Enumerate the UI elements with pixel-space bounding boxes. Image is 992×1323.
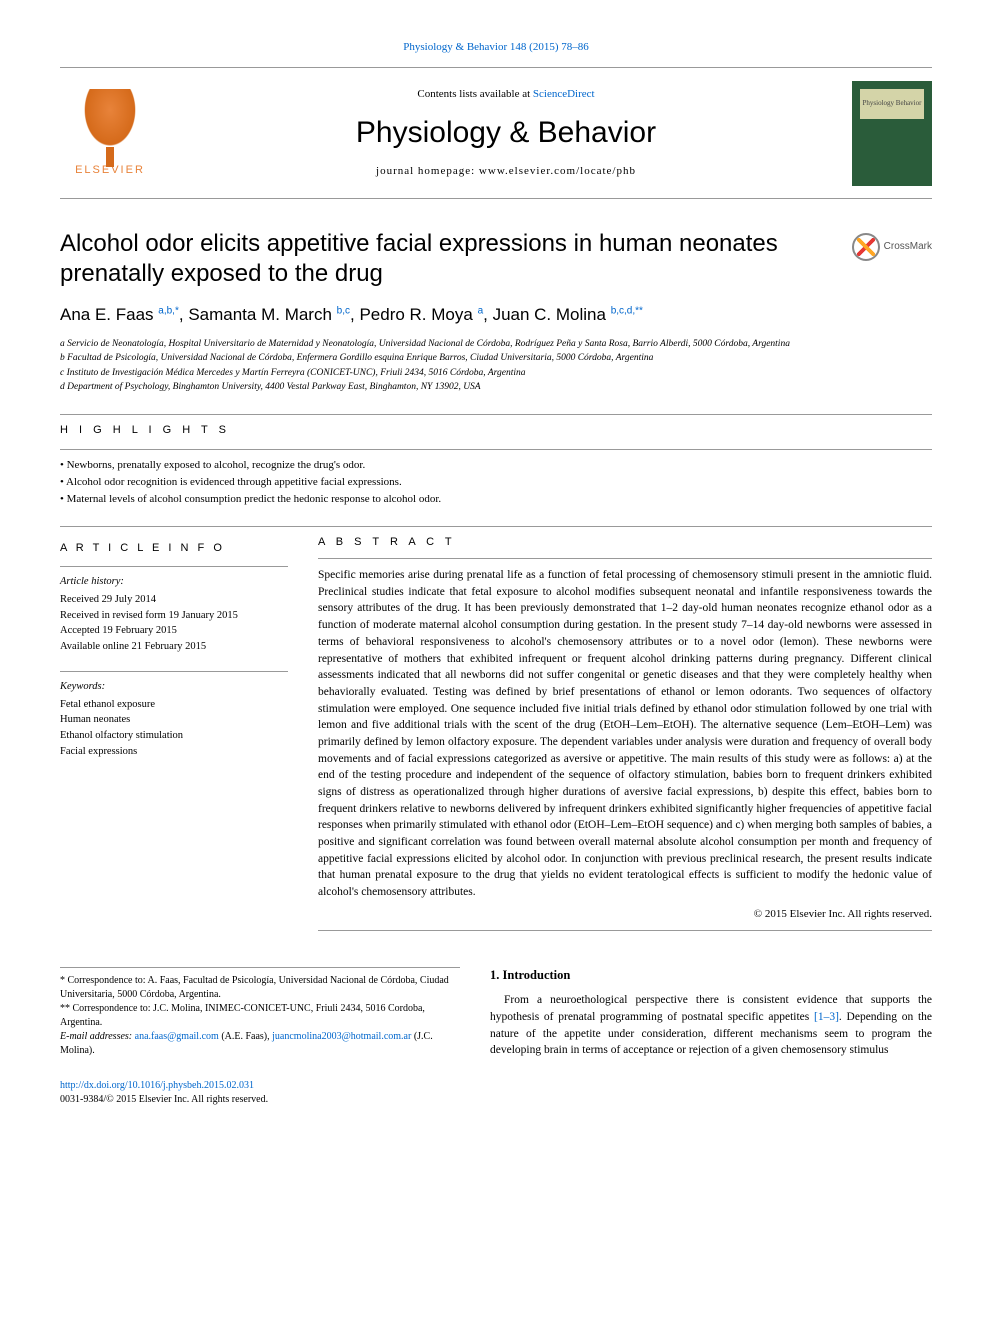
citation-link[interactable]: [1–3] <box>814 1011 839 1023</box>
article-history: Article history: Received 29 July 2014 R… <box>60 575 288 655</box>
affiliation-c: c Instituto de Investigación Médica Merc… <box>60 366 932 380</box>
keyword: Ethanol olfactory stimulation <box>60 728 288 744</box>
history-line: Received in revised form 19 January 2015 <box>60 608 288 624</box>
journal-citation: Physiology & Behavior 148 (2015) 78–86 <box>60 40 932 55</box>
article-title: Alcohol odor elicits appetitive facial e… <box>60 229 820 289</box>
keywords: Keywords: Fetal ethanol exposure Human n… <box>60 680 288 760</box>
history-line: Received 29 July 2014 <box>60 592 288 608</box>
elsevier-logo[interactable]: ELSEVIER <box>60 78 160 188</box>
info-abstract-row: A R T I C L E I N F O Article history: R… <box>60 535 932 939</box>
highlights: Newborns, prenatally exposed to alcohol,… <box>60 458 932 508</box>
intro-row: * Correspondence to: A. Faas, Facultad d… <box>60 967 932 1059</box>
highlights-label: H I G H L I G H T S <box>60 423 932 438</box>
crossmark-icon <box>852 233 880 261</box>
introduction-heading: 1. Introduction <box>490 967 932 985</box>
email-link-1[interactable]: ana.faas@gmail.com <box>135 1031 219 1042</box>
divider <box>60 414 932 415</box>
doi-link[interactable]: http://dx.doi.org/10.1016/j.physbeh.2015… <box>60 1080 254 1091</box>
journal-header: ELSEVIER Contents lists available at Sci… <box>60 67 932 199</box>
email-link-2[interactable]: juancmolina2003@hotmail.com.ar <box>272 1031 411 1042</box>
divider <box>318 558 932 559</box>
article-info-label: A R T I C L E I N F O <box>60 541 288 556</box>
journal-name: Physiology & Behavior <box>160 112 852 154</box>
elsevier-tree-icon <box>75 89 145 159</box>
journal-citation-text[interactable]: Physiology & Behavior 148 (2015) 78–86 <box>403 41 588 53</box>
abstract-text: Specific memories arise during prenatal … <box>318 567 932 900</box>
email-line: E-mail addresses: ana.faas@gmail.com (A.… <box>60 1030 460 1058</box>
title-block: CrossMark Alcohol odor elicits appetitiv… <box>60 229 932 394</box>
authors: Ana E. Faas a,b,*, Samanta M. March b,c,… <box>60 303 932 327</box>
cover-title: Physiology Behavior <box>860 89 924 119</box>
affiliation-a: a Servicio de Neonatología, Hospital Uni… <box>60 337 932 351</box>
affiliation-b: b Facultad de Psicología, Universidad Na… <box>60 351 932 365</box>
footer: http://dx.doi.org/10.1016/j.physbeh.2015… <box>60 1079 932 1107</box>
keyword: Human neonates <box>60 712 288 728</box>
history-line: Accepted 19 February 2015 <box>60 623 288 639</box>
correspondence-block: * Correspondence to: A. Faas, Facultad d… <box>60 967 460 1059</box>
introduction-text: From a neuroethological perspective ther… <box>490 992 932 1059</box>
article-info-column: A R T I C L E I N F O Article history: R… <box>60 535 288 939</box>
correspondence-1: * Correspondence to: A. Faas, Facultad d… <box>60 974 460 1002</box>
divider <box>60 671 288 672</box>
affiliation-d: d Department of Psychology, Binghamton U… <box>60 380 932 394</box>
journal-homepage[interactable]: journal homepage: www.elsevier.com/locat… <box>160 164 852 179</box>
highlight-item: Alcohol odor recognition is evidenced th… <box>60 475 932 490</box>
contents-line: Contents lists available at ScienceDirec… <box>160 87 852 102</box>
divider <box>60 449 932 450</box>
history-head: Article history: <box>60 575 288 590</box>
divider <box>60 566 288 567</box>
affiliations: a Servicio de Neonatología, Hospital Uni… <box>60 337 932 394</box>
issn-line: 0031-9384/© 2015 Elsevier Inc. All right… <box>60 1093 932 1107</box>
abstract-label: A B S T R A C T <box>318 535 932 550</box>
sciencedirect-link[interactable]: ScienceDirect <box>533 88 595 100</box>
correspondence-2: ** Correspondence to: J.C. Molina, INIME… <box>60 1002 460 1030</box>
highlight-item: Maternal levels of alcohol consumption p… <box>60 492 932 507</box>
keyword: Fetal ethanol exposure <box>60 697 288 713</box>
introduction-column: 1. Introduction From a neuroethological … <box>490 967 932 1059</box>
keywords-head: Keywords: <box>60 680 288 695</box>
divider <box>60 526 932 527</box>
journal-cover-thumbnail[interactable]: Physiology Behavior <box>852 81 932 186</box>
history-line: Available online 21 February 2015 <box>60 639 288 655</box>
divider <box>318 930 932 931</box>
keyword: Facial expressions <box>60 744 288 760</box>
highlight-item: Newborns, prenatally exposed to alcohol,… <box>60 458 932 473</box>
crossmark-badge[interactable]: CrossMark <box>852 233 932 261</box>
abstract-copyright: © 2015 Elsevier Inc. All rights reserved… <box>318 907 932 922</box>
abstract-column: A B S T R A C T Specific memories arise … <box>318 535 932 939</box>
header-center: Contents lists available at ScienceDirec… <box>160 87 852 180</box>
